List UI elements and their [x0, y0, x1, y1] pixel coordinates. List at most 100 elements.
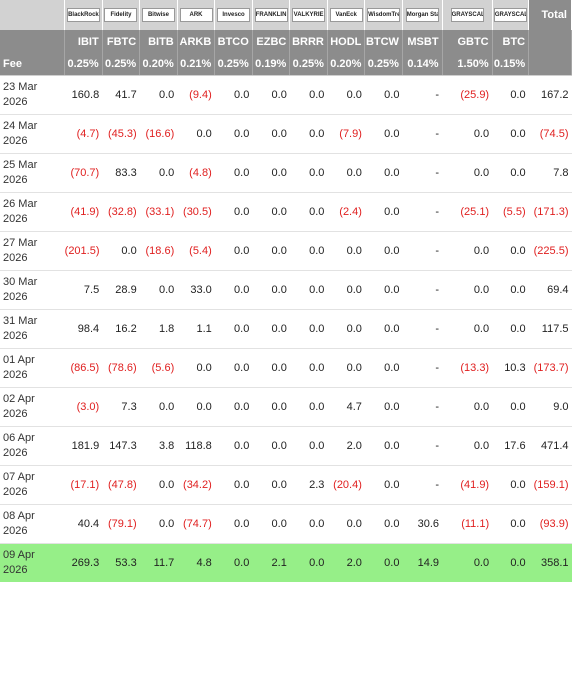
date-day: 01 Apr: [3, 354, 35, 366]
flow-value: 0.0: [252, 153, 290, 193]
issuer-logo: Invesco: [217, 8, 251, 22]
flow-value: (4.8): [177, 153, 215, 193]
flow-value: (17.1): [64, 465, 103, 505]
flow-value: 0.0: [289, 309, 328, 349]
flow-value: (2.4): [327, 192, 365, 232]
issuer-logo: Morgan Stanley: [405, 8, 439, 22]
flow-value: 118.8: [177, 426, 215, 466]
flow-value: 0.0: [492, 309, 529, 349]
issuer-logo-cell: GRAYSCALE: [442, 0, 493, 30]
date-year: 2026: [3, 252, 28, 264]
flow-value: (5.6): [139, 348, 178, 388]
flow-value: (5.4): [177, 231, 215, 271]
flow-value: 0.0: [492, 543, 529, 582]
ticker-header: BRRR: [289, 30, 328, 53]
total-value: (159.1): [528, 465, 572, 505]
flow-value: 0.0: [492, 114, 529, 154]
flow-value: (13.3): [442, 348, 493, 388]
fee-value: 1.50%: [442, 53, 493, 76]
ticker-header: ARKB: [177, 30, 216, 53]
total-value: (93.9): [528, 504, 572, 544]
flow-value: 41.7: [102, 75, 140, 115]
issuer-logo-cell: VALKYRIE: [289, 0, 328, 30]
flow-value: 0.0: [364, 348, 403, 388]
issuer-logo: GRAYSCALE: [450, 8, 484, 22]
table-row: 27 Mar 2026 (201.5) 0.0 (18.6) (5.4) 0.0 0.0 0.0…: [0, 231, 572, 271]
flow-value: (33.1): [139, 192, 178, 232]
flow-value: 0.0: [102, 231, 140, 271]
fee-value: 0.25%: [289, 53, 328, 76]
table-body: 23 Mar 2026 160.8 41.7 0.0 (9.4) 0.0 0.0 0.0 0.0 0…: [0, 75, 572, 582]
total-value: (171.3): [528, 192, 572, 232]
table-row: 24 Mar 2026 (4.7) (45.3) (16.6) 0.0 0.0 0.0 0.0(…: [0, 114, 572, 154]
flow-value: -: [402, 426, 443, 466]
flow-value: 0.0: [252, 465, 290, 505]
flow-value: 0.0: [442, 426, 493, 466]
date-cell: 27 Mar 2026: [0, 231, 65, 271]
flow-value: (3.0): [64, 387, 103, 427]
flow-value: 0.0: [177, 114, 215, 154]
ticker-header: IBIT: [64, 30, 103, 53]
total-header: Total: [528, 0, 572, 30]
fee-value: 0.25%: [102, 53, 141, 76]
flow-value: 0.0: [214, 504, 253, 544]
fee-row: Fee 0.25% 0.25% 0.20% 0.21% 0.25% 0.19% 0.25% 0…: [0, 53, 572, 76]
flow-value: -: [402, 114, 443, 154]
corner-cell: [0, 0, 66, 30]
date-day: 24 Mar: [3, 120, 38, 132]
date-year: 2026: [3, 408, 28, 420]
issuer-logo: WisdomTree: [367, 8, 401, 22]
total-value: 7.8: [528, 153, 572, 193]
ticker-header: BTCO: [214, 30, 253, 53]
flow-value: 0.0: [492, 465, 529, 505]
date-cell: 07 Apr 2026: [0, 465, 65, 505]
fee-value: 0.20%: [327, 53, 366, 76]
flow-value: 0.0: [289, 348, 328, 388]
flow-value: (7.9): [327, 114, 365, 154]
flow-value: 0.0: [364, 543, 403, 582]
flow-value: (70.7): [64, 153, 103, 193]
issuer-logo: BlackRock: [66, 8, 100, 22]
flow-value: 0.0: [289, 153, 328, 193]
flow-value: 4.7: [327, 387, 365, 427]
table-row: 09 Apr 2026 269.3 53.3 11.7 4.8 0.0 2.1 0.0 2.0 0.…: [0, 543, 572, 582]
total-value: 9.0: [528, 387, 572, 427]
date-year: 2026: [3, 291, 28, 303]
fee-label: Fee: [0, 53, 66, 76]
date-year: 2026: [3, 135, 28, 147]
date-cell: 08 Apr 2026: [0, 504, 65, 544]
flow-value: (18.6): [139, 231, 178, 271]
flow-value: 0.0: [214, 426, 253, 466]
fee-total-blank: [528, 53, 572, 76]
flow-value: 7.3: [102, 387, 140, 427]
flow-value: 0.0: [364, 114, 403, 154]
ticker-row-label: [0, 30, 66, 53]
flow-value: 0.0: [492, 153, 529, 193]
flow-value: 0.0: [214, 387, 253, 427]
flow-value: 0.0: [139, 270, 178, 310]
flow-value: 0.0: [364, 270, 403, 310]
issuer-logo: FRANKLIN: [254, 8, 288, 22]
table-row: 01 Apr 2026 (86.5) (78.6) (5.6) 0.0 0.0 0.0 0.0 0…: [0, 348, 572, 388]
table-row: 25 Mar 2026 (70.7) 83.3 0.0 (4.8) 0.0 0.0 0.0 0.0…: [0, 153, 572, 193]
flow-value: -: [402, 75, 443, 115]
flow-value: 2.0: [327, 426, 365, 466]
flow-value: 181.9: [64, 426, 103, 466]
date-day: 27 Mar: [3, 237, 38, 249]
flow-value: 0.0: [442, 114, 493, 154]
ticker-header: BTCW: [364, 30, 403, 53]
table-row: 07 Apr 2026 (17.1) (47.8) 0.0 (34.2) 0.0 0.0 2.3…: [0, 465, 572, 505]
flow-value: 0.0: [177, 348, 215, 388]
flow-value: 0.0: [252, 387, 290, 427]
flow-value: 269.3: [64, 543, 103, 582]
flow-value: (78.6): [102, 348, 140, 388]
flow-value: 147.3: [102, 426, 140, 466]
flow-value: 28.9: [102, 270, 140, 310]
table-row: 06 Apr 2026 181.9 147.3 3.8 118.8 0.0 0.0 0.0 2.0…: [0, 426, 572, 466]
flow-value: (4.7): [64, 114, 103, 154]
flow-value: -: [402, 309, 443, 349]
flow-value: 2.0: [327, 543, 365, 582]
date-cell: 26 Mar 2026: [0, 192, 65, 232]
table-row: 26 Mar 2026 (41.9) (32.8) (33.1) (30.5) 0.0 0.0…: [0, 192, 572, 232]
total-value: 167.2: [528, 75, 572, 115]
